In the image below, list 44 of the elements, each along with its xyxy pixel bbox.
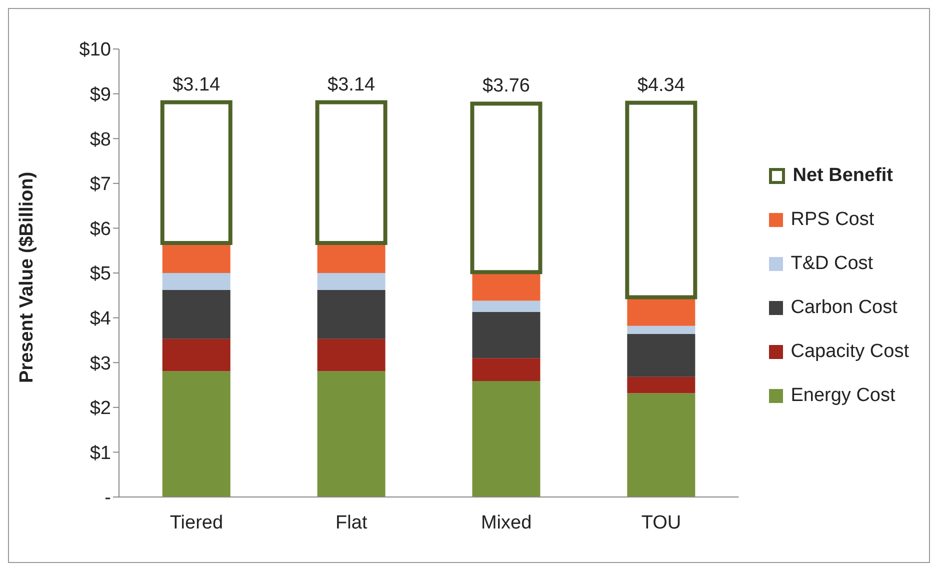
bar	[162, 338, 230, 372]
data-label: $4.34	[637, 74, 686, 96]
legend-label: Carbon Cost	[790, 296, 898, 318]
y-tick-label: $3	[90, 353, 111, 374]
bar	[472, 312, 540, 358]
y-tick-label: $10	[79, 40, 111, 61]
bar	[627, 297, 696, 326]
y-tick-label: -	[104, 488, 111, 509]
legend-label: Capacity Cost	[790, 340, 909, 362]
y-tick-label: $2	[90, 398, 111, 420]
data-label: $3.14	[328, 74, 376, 96]
x-tick-label: Flat	[336, 512, 368, 534]
data-label: $3.14	[172, 74, 221, 96]
legend-label: Net Benefit	[792, 164, 894, 186]
bar	[317, 371, 386, 497]
legend-label: Energy Cost	[790, 384, 896, 406]
bar	[162, 273, 230, 290]
bar	[162, 371, 230, 497]
bar	[627, 376, 696, 394]
data-label: $3.76	[482, 76, 530, 97]
x-tick-label: Mixed	[480, 512, 532, 534]
bar	[317, 290, 386, 339]
bar	[472, 380, 540, 497]
bar	[472, 272, 540, 301]
x-tick-label: Tiered	[170, 512, 224, 534]
legend-label: T&D Cost	[790, 252, 874, 274]
x-tick-label: TOU	[641, 512, 682, 534]
y-tick-label: $4	[90, 308, 112, 330]
bar	[162, 290, 230, 339]
y-tick-label: $9	[90, 84, 111, 106]
y-tick-label: $8	[90, 129, 111, 150]
bar	[317, 338, 386, 372]
bar	[317, 273, 386, 290]
y-tick-label: $5	[90, 264, 111, 285]
legend-label: RPS Cost	[790, 208, 874, 230]
bar	[627, 334, 696, 377]
y-tick-label: $7	[90, 174, 111, 196]
y-tick-label: $1	[90, 442, 111, 464]
bar	[472, 300, 540, 312]
bar	[472, 358, 540, 381]
y-axis-title: Present Value ($Billion)	[16, 172, 38, 383]
bar	[627, 326, 696, 334]
y-tick-label: $6	[90, 218, 111, 240]
bar	[627, 393, 696, 497]
